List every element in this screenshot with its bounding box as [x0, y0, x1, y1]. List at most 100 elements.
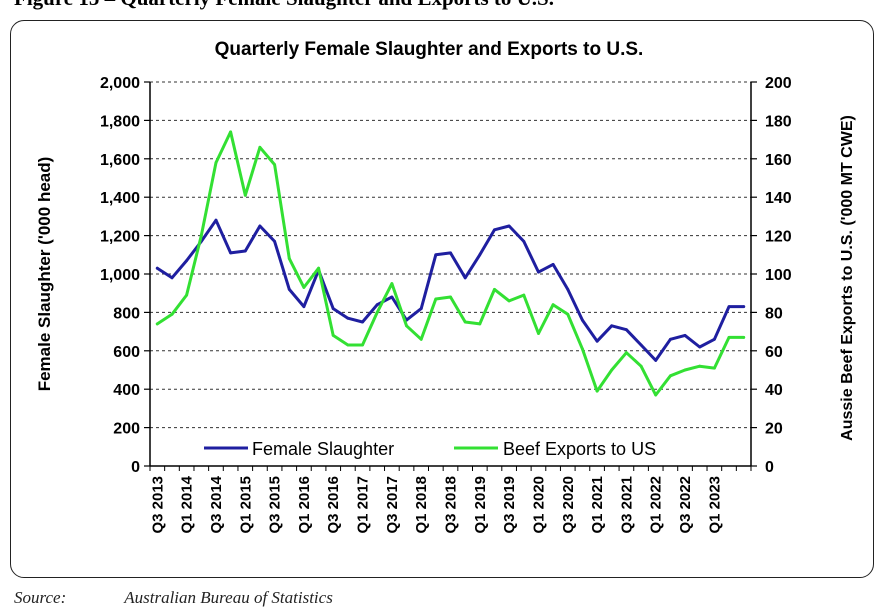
data-point — [185, 259, 189, 262]
x-tick-label: Q3 2021 — [618, 476, 635, 534]
y-left-tick-label: 1,800 — [100, 113, 140, 130]
data-point — [449, 295, 452, 299]
y-left-tick-label: 1,600 — [100, 152, 140, 169]
data-point — [610, 324, 614, 328]
data-point — [713, 337, 716, 341]
data-point — [258, 224, 262, 228]
data-point — [595, 389, 599, 393]
y-right-tick-label: 200 — [765, 75, 792, 92]
x-tick-label: Q3 2017 — [384, 476, 401, 534]
data-point — [581, 318, 584, 322]
data-point — [669, 374, 672, 378]
data-point — [654, 393, 658, 397]
data-point — [581, 347, 584, 351]
y-axis-right-label: Aussie Beef Exports to U.S. ('000 MT CWE… — [839, 115, 856, 441]
legend-label: Beef Exports to US — [503, 439, 656, 459]
data-point — [566, 288, 570, 291]
data-point — [551, 263, 555, 266]
data-point — [419, 337, 423, 341]
x-tick-label: Q1 2014 — [179, 475, 196, 533]
x-tick-label: Q3 2014 — [208, 475, 225, 533]
data-point — [537, 332, 540, 335]
data-point — [522, 293, 526, 297]
data-point — [229, 251, 233, 255]
y-left-tick-label: 2,000 — [100, 75, 140, 92]
y-right-tick-label: 40 — [765, 382, 783, 399]
x-tick-label: Q1 2016 — [296, 476, 313, 534]
y-right-tick-label: 180 — [765, 113, 792, 130]
figure-heading: Figure 15 – Quarterly Female Slaughter a… — [14, 0, 554, 11]
data-point — [390, 295, 394, 299]
y-left-tick-label: 600 — [113, 344, 140, 361]
y-left-tick-label: 400 — [113, 382, 140, 399]
data-point — [463, 320, 467, 324]
y-left-tick-label: 800 — [113, 305, 140, 322]
data-point — [625, 351, 628, 355]
data-point — [493, 228, 496, 232]
data-point — [683, 334, 687, 337]
data-point — [302, 305, 306, 308]
data-point — [551, 303, 555, 307]
data-point — [405, 324, 408, 328]
data-point — [243, 249, 247, 253]
data-point — [214, 161, 218, 165]
data-point — [742, 305, 746, 308]
data-point — [713, 366, 716, 370]
data-point — [214, 218, 218, 222]
data-point — [566, 312, 570, 316]
data-point — [698, 345, 702, 349]
y-axis-left-label: Female Slaughter ('000 head) — [35, 157, 54, 392]
y-right-tick-label: 100 — [765, 267, 792, 284]
source-label: Source: — [14, 588, 67, 607]
data-point — [229, 130, 233, 134]
data-point — [287, 288, 291, 291]
data-point — [273, 163, 276, 167]
data-point — [493, 288, 496, 291]
source-note: Source: Australian Bureau of Statistics — [14, 588, 333, 608]
y-right-tick-label: 120 — [765, 229, 792, 246]
x-tick-label: Q3 2018 — [443, 476, 460, 534]
series-line-beef-exports — [155, 130, 746, 397]
series-lines — [155, 130, 746, 397]
data-point — [639, 364, 643, 368]
y-left-tick-label: 1,400 — [100, 190, 140, 207]
data-point — [375, 303, 379, 307]
data-point — [507, 224, 511, 228]
legend-label: Female Slaughter — [252, 439, 394, 459]
data-point — [287, 257, 291, 260]
data-point — [185, 293, 189, 297]
data-point — [419, 307, 423, 310]
data-point — [155, 266, 159, 270]
data-point — [537, 270, 540, 274]
data-point — [522, 240, 526, 243]
x-tick-label: Q1 2018 — [413, 476, 430, 534]
data-point — [390, 282, 394, 285]
data-point — [478, 253, 482, 257]
data-point — [449, 251, 452, 255]
source-value: Australian Bureau of Statistics — [124, 588, 333, 607]
y-right-tick-label: 160 — [765, 152, 792, 169]
x-tick-label: Q1 2022 — [648, 476, 665, 534]
y-left-tick-label: 200 — [113, 421, 140, 438]
data-point — [199, 234, 203, 238]
y-right-tick-label: 80 — [765, 305, 783, 322]
x-tick-label: Q1 2020 — [530, 476, 547, 534]
y-right-tick-label: 0 — [765, 459, 774, 476]
data-point — [331, 334, 335, 337]
data-point — [170, 312, 174, 316]
data-point — [727, 336, 731, 339]
data-point — [595, 339, 599, 343]
x-tick-label: Q1 2021 — [589, 476, 606, 534]
data-point — [742, 336, 746, 339]
gridlines — [150, 81, 751, 429]
x-tick-label: Q1 2015 — [237, 476, 254, 534]
data-point — [155, 322, 159, 326]
data-point — [727, 305, 731, 308]
data-point — [346, 316, 350, 320]
data-point — [317, 266, 320, 270]
data-point — [434, 297, 438, 301]
data-point — [463, 276, 467, 280]
data-point — [639, 343, 643, 347]
